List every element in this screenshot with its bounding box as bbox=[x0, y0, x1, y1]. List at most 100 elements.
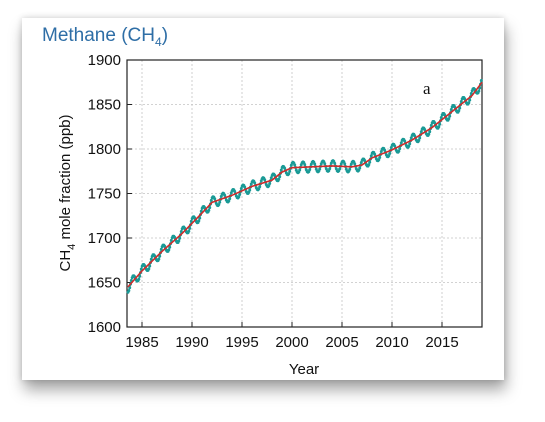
monthly-data-point bbox=[358, 166, 362, 170]
monthly-data-point bbox=[303, 163, 307, 166]
x-tick-label: 2000 bbox=[275, 334, 308, 351]
x-tick-label: 2010 bbox=[375, 334, 408, 351]
monthly-data-point bbox=[398, 147, 402, 151]
monthly-data-point bbox=[167, 248, 171, 252]
monthly-data-point bbox=[148, 264, 152, 268]
monthly-data-point bbox=[387, 154, 391, 158]
monthly-data-point bbox=[369, 154, 373, 158]
monthly-data-point bbox=[407, 144, 411, 148]
monthly-data-point bbox=[209, 198, 213, 202]
monthly-data-point bbox=[258, 185, 262, 189]
monthly-data-point bbox=[399, 141, 403, 145]
monthly-data-point bbox=[268, 182, 272, 185]
monthly-data-point bbox=[147, 267, 151, 271]
series-group bbox=[126, 79, 483, 294]
monthly-data-point bbox=[158, 254, 162, 258]
monthly-data-point bbox=[187, 229, 191, 233]
y-tick-label: 1650 bbox=[88, 275, 121, 292]
y-axis-label: CH4 mole fraction (ppb) bbox=[57, 114, 78, 271]
monthly-data-point bbox=[388, 152, 392, 155]
monthly-data-point bbox=[457, 109, 461, 113]
monthly-data-point bbox=[277, 177, 281, 181]
monthly-data-point bbox=[447, 117, 451, 121]
monthly-data-point bbox=[318, 167, 322, 171]
monthly-data-point bbox=[233, 189, 237, 193]
monthly-data-point bbox=[439, 116, 443, 119]
monthly-data-point bbox=[373, 152, 377, 156]
monthly-data-point bbox=[199, 209, 203, 213]
monthly-data-point bbox=[288, 169, 292, 173]
ticks: 1985 1990 1995 2000 2005 2010 2015 1600 1650 1700… bbox=[88, 52, 459, 351]
panel-annotation: a bbox=[423, 79, 431, 98]
x-tick-label: 2005 bbox=[325, 334, 358, 351]
monthly-data-point bbox=[419, 130, 423, 134]
monthly-data-point bbox=[217, 203, 221, 207]
y-tick-label: 1600 bbox=[88, 319, 121, 336]
monthly-data-point bbox=[449, 108, 453, 111]
monthly-data-point bbox=[223, 193, 227, 197]
monthly-data-point bbox=[378, 156, 382, 159]
monthly-data-point bbox=[178, 236, 182, 240]
x-tick-label: 2015 bbox=[425, 334, 458, 351]
monthly-data-point bbox=[137, 277, 141, 281]
monthly-data-point bbox=[467, 101, 471, 105]
monthly-data-point bbox=[213, 197, 217, 201]
monthly-data-point bbox=[243, 185, 247, 189]
monthly-data-point bbox=[267, 184, 271, 188]
monthly-data-point bbox=[338, 167, 342, 171]
monthly-data-point bbox=[179, 230, 183, 233]
chart-card: Methane (CH4) bbox=[22, 18, 504, 380]
monthly-data-point bbox=[249, 182, 253, 186]
monthly-data-point bbox=[177, 239, 181, 243]
monthly-data-point bbox=[417, 139, 421, 142]
monthly-data-point bbox=[448, 114, 452, 118]
monthly-data-point bbox=[228, 197, 232, 201]
chart-title: Methane (CH4) bbox=[42, 25, 169, 49]
monthly-data-point bbox=[429, 123, 433, 127]
monthly-data-point bbox=[253, 181, 257, 185]
monthly-data-point bbox=[207, 208, 211, 212]
monthly-data-point bbox=[377, 158, 381, 162]
monthly-data-point bbox=[367, 163, 371, 167]
monthly-data-point bbox=[348, 167, 352, 171]
monthly-data-point bbox=[283, 166, 287, 170]
monthly-data-point bbox=[269, 176, 273, 180]
y-tick-label: 1900 bbox=[88, 52, 121, 69]
x-tick-label: 1990 bbox=[175, 334, 208, 351]
monthly-data-point bbox=[208, 206, 212, 210]
monthly-data-point bbox=[157, 257, 161, 261]
monthly-data-point bbox=[393, 144, 397, 148]
monthly-data-point bbox=[263, 178, 267, 182]
monthly-data-point bbox=[397, 149, 401, 153]
monthly-data-point bbox=[438, 122, 442, 126]
x-axis-label: Year bbox=[289, 361, 319, 378]
monthly-data-point bbox=[278, 175, 282, 179]
monthly-data-point bbox=[313, 162, 317, 166]
monthly-data-point bbox=[389, 146, 393, 149]
monthly-data-point bbox=[468, 98, 472, 102]
monthly-data-point bbox=[239, 187, 243, 190]
x-tick-label: 1985 bbox=[125, 334, 158, 351]
monthly-data-point bbox=[248, 188, 252, 192]
monthly-data-point bbox=[308, 168, 312, 172]
monthly-data-point bbox=[298, 168, 302, 172]
x-tick-label: 1995 bbox=[225, 334, 258, 351]
monthly-data-point bbox=[343, 162, 347, 166]
monthly-data-point bbox=[127, 289, 131, 293]
monthly-data-point bbox=[189, 219, 193, 223]
monthly-data-point bbox=[197, 219, 201, 223]
monthly-data-point bbox=[218, 200, 222, 204]
monthly-data-point bbox=[477, 89, 481, 93]
monthly-data-point bbox=[323, 162, 327, 166]
y-tick-label: 1850 bbox=[88, 97, 121, 114]
monthly-data-point bbox=[353, 162, 357, 166]
y-tick-label: 1700 bbox=[88, 230, 121, 247]
trend-series-line bbox=[127, 81, 483, 288]
monthly-data-point bbox=[238, 193, 242, 196]
monthly-data-point bbox=[149, 257, 153, 261]
monthly-data-point bbox=[458, 106, 462, 110]
monthly-data-point bbox=[437, 125, 441, 129]
monthly-data-point bbox=[383, 148, 387, 152]
y-tick-label: 1750 bbox=[88, 186, 121, 203]
